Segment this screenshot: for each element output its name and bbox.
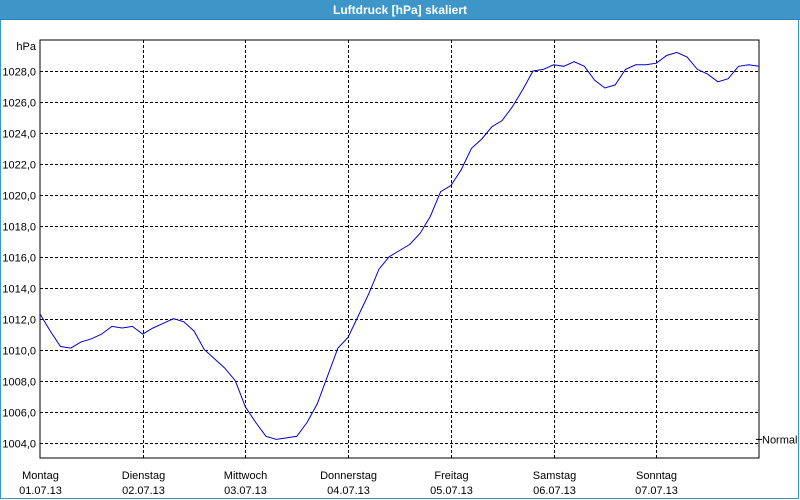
y-axis-label: hPa [16,41,36,53]
y-tick-label: 1028,0 [2,67,36,79]
x-tick-date: 06.07.13 [533,485,576,497]
chart-title-bar: Luftdruck [hPa] skaliert [0,0,800,20]
x-tick-day: Freitag [434,470,468,482]
pressure-series-line [39,51,760,440]
x-tick-day: Samstag [533,470,576,482]
chart-title: Luftdruck [hPa] skaliert [332,2,468,17]
x-tick-day: Montag [22,470,59,482]
y-tick-label: 1016,0 [2,253,36,265]
y-tick-label: 1018,0 [2,222,36,234]
x-tick-date: 02.07.13 [122,485,165,497]
y-tick-label: 1022,0 [2,160,36,172]
x-tick-day: Donnerstag [320,470,377,482]
x-tick-date: 04.07.13 [327,485,370,497]
x-tick-labels: Montag 01.07.13 Dienstag 02.07.13 Mittwoch 03… [19,470,678,497]
y-tick-label: 1010,0 [2,346,36,358]
y-tick-label: 1004,0 [2,439,36,451]
x-tick-date: 01.07.13 [19,485,62,497]
y-tick-label: 1006,0 [2,408,36,420]
y-tick-label: 1024,0 [2,129,36,141]
x-tick-date: 07.07.13 [635,485,678,497]
y-tick-labels: 1004,0 1006,0 1008,0 1010,0 1012,0 1014,0 1016… [2,67,36,451]
y-tick-label: 1012,0 [2,315,36,327]
x-tick-date: 05.07.13 [430,485,473,497]
y-tick-label: 1020,0 [2,191,36,203]
x-tick-day: Mittwoch [224,470,267,482]
normal-label: Normal [762,434,797,446]
y-tick-label: 1008,0 [2,377,36,389]
normal-reference: Normal [756,434,797,446]
y-tick-label: 1026,0 [2,98,36,110]
x-tick-day: Dienstag [122,470,165,482]
x-tick-day: Sonntag [636,470,677,482]
y-tick-label: 1014,0 [2,284,36,296]
plot-area [39,39,760,459]
x-tick-date: 03.07.13 [224,485,267,497]
